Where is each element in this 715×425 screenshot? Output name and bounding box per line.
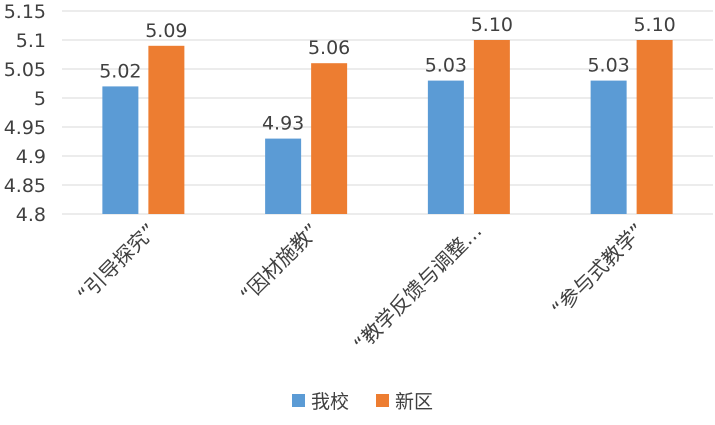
y-tick-label: 4.95 <box>4 117 46 139</box>
legend-swatch <box>376 394 389 407</box>
y-tick-label: 5.05 <box>4 59 46 81</box>
category-label: “因材施教” <box>235 219 323 307</box>
data-label: 5.03 <box>587 55 629 77</box>
bar-school <box>590 80 627 214</box>
data-label: 5.03 <box>425 55 467 77</box>
data-label: 5.02 <box>99 60 141 82</box>
bar-school <box>265 138 302 214</box>
data-label: 5.09 <box>145 20 187 42</box>
y-tick-label: 5 <box>34 88 46 110</box>
y-tick-label: 4.9 <box>16 146 46 168</box>
legend-swatch <box>292 394 305 407</box>
y-axis-ticks: 4.8 4.85 4.9 4.95 5 5.05 5.1 5.15 <box>4 1 46 226</box>
category-label: “教学反馈与调整… <box>349 219 486 356</box>
data-label: 4.93 <box>262 113 304 135</box>
legend-label: 新区 <box>395 391 433 413</box>
y-tick-label: 5.15 <box>4 1 46 23</box>
bars <box>102 40 673 215</box>
legend: 我校 新区 <box>292 391 433 413</box>
bar-district <box>636 40 673 214</box>
bar-school <box>427 80 464 214</box>
bar-district <box>473 40 510 214</box>
data-label: 5.06 <box>308 37 350 59</box>
category-labels: “引导探究” “因材施教” “教学反馈与调整… “参与式教学” <box>73 219 649 356</box>
bar-district <box>311 63 348 215</box>
category-label: “参与式教学” <box>547 219 649 321</box>
bar-school <box>102 86 139 214</box>
bar-district <box>148 45 185 214</box>
data-labels: 5.025.094.935.065.035.105.035.10 <box>99 14 676 135</box>
data-label: 5.10 <box>471 14 513 36</box>
y-tick-label: 5.1 <box>16 30 46 52</box>
y-tick-label: 4.85 <box>4 175 46 197</box>
category-label: “引导探究” <box>73 219 161 307</box>
legend-label: 我校 <box>311 391 349 413</box>
data-label: 5.10 <box>633 14 675 36</box>
y-tick-label: 4.8 <box>16 204 46 226</box>
